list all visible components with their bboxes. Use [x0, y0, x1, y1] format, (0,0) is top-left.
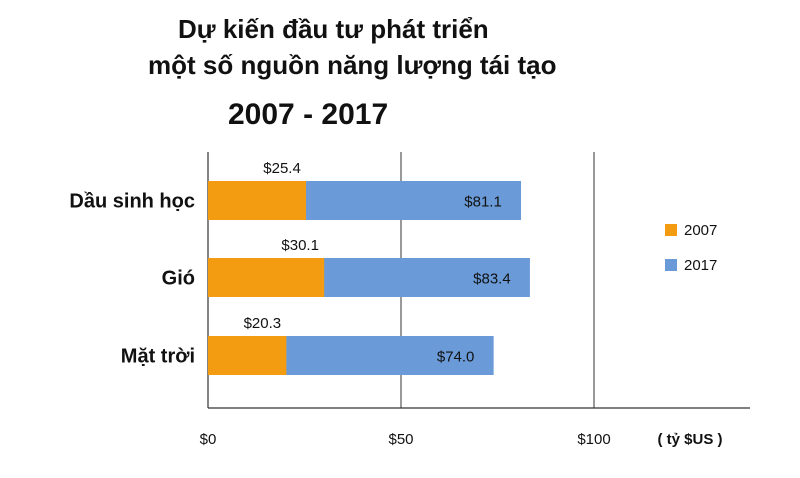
legend-swatch-2017	[665, 259, 677, 271]
data-label-2007-1: $30.1	[281, 237, 319, 254]
bar-2007-0	[208, 181, 307, 220]
data-label-2017-0: $81.1	[464, 194, 502, 211]
x-tick-label-2: $100	[577, 431, 610, 448]
x-axis-unit-label: ( tỷ $US )	[657, 431, 722, 448]
legend-label-2007: 2007	[684, 222, 717, 239]
data-label-2007-0: $25.4	[263, 160, 301, 177]
chart-title-line-2: một số nguồn năng lượng tái tạo	[148, 50, 557, 80]
x-tick-label-0: $0	[200, 431, 217, 448]
category-label-0: Dầu sinh học	[69, 191, 195, 213]
data-label-2017-2: $74.0	[437, 349, 475, 366]
chart-title-line-3: 2007 - 2017	[228, 98, 389, 131]
legend-swatch-2007	[665, 224, 677, 236]
bar-2007-1	[208, 258, 325, 297]
data-label-2007-2: $20.3	[244, 315, 282, 332]
bar-2007-2	[208, 336, 287, 375]
legend-label-2017: 2017	[684, 257, 717, 274]
chart-title-line-1: Dự kiến đầu tư phát triển	[178, 14, 489, 44]
category-label-2: Mặt trời	[121, 346, 195, 368]
x-tick-label-1: $50	[388, 431, 413, 448]
data-label-2017-1: $83.4	[473, 271, 511, 288]
category-label-1: Gió	[162, 268, 195, 290]
